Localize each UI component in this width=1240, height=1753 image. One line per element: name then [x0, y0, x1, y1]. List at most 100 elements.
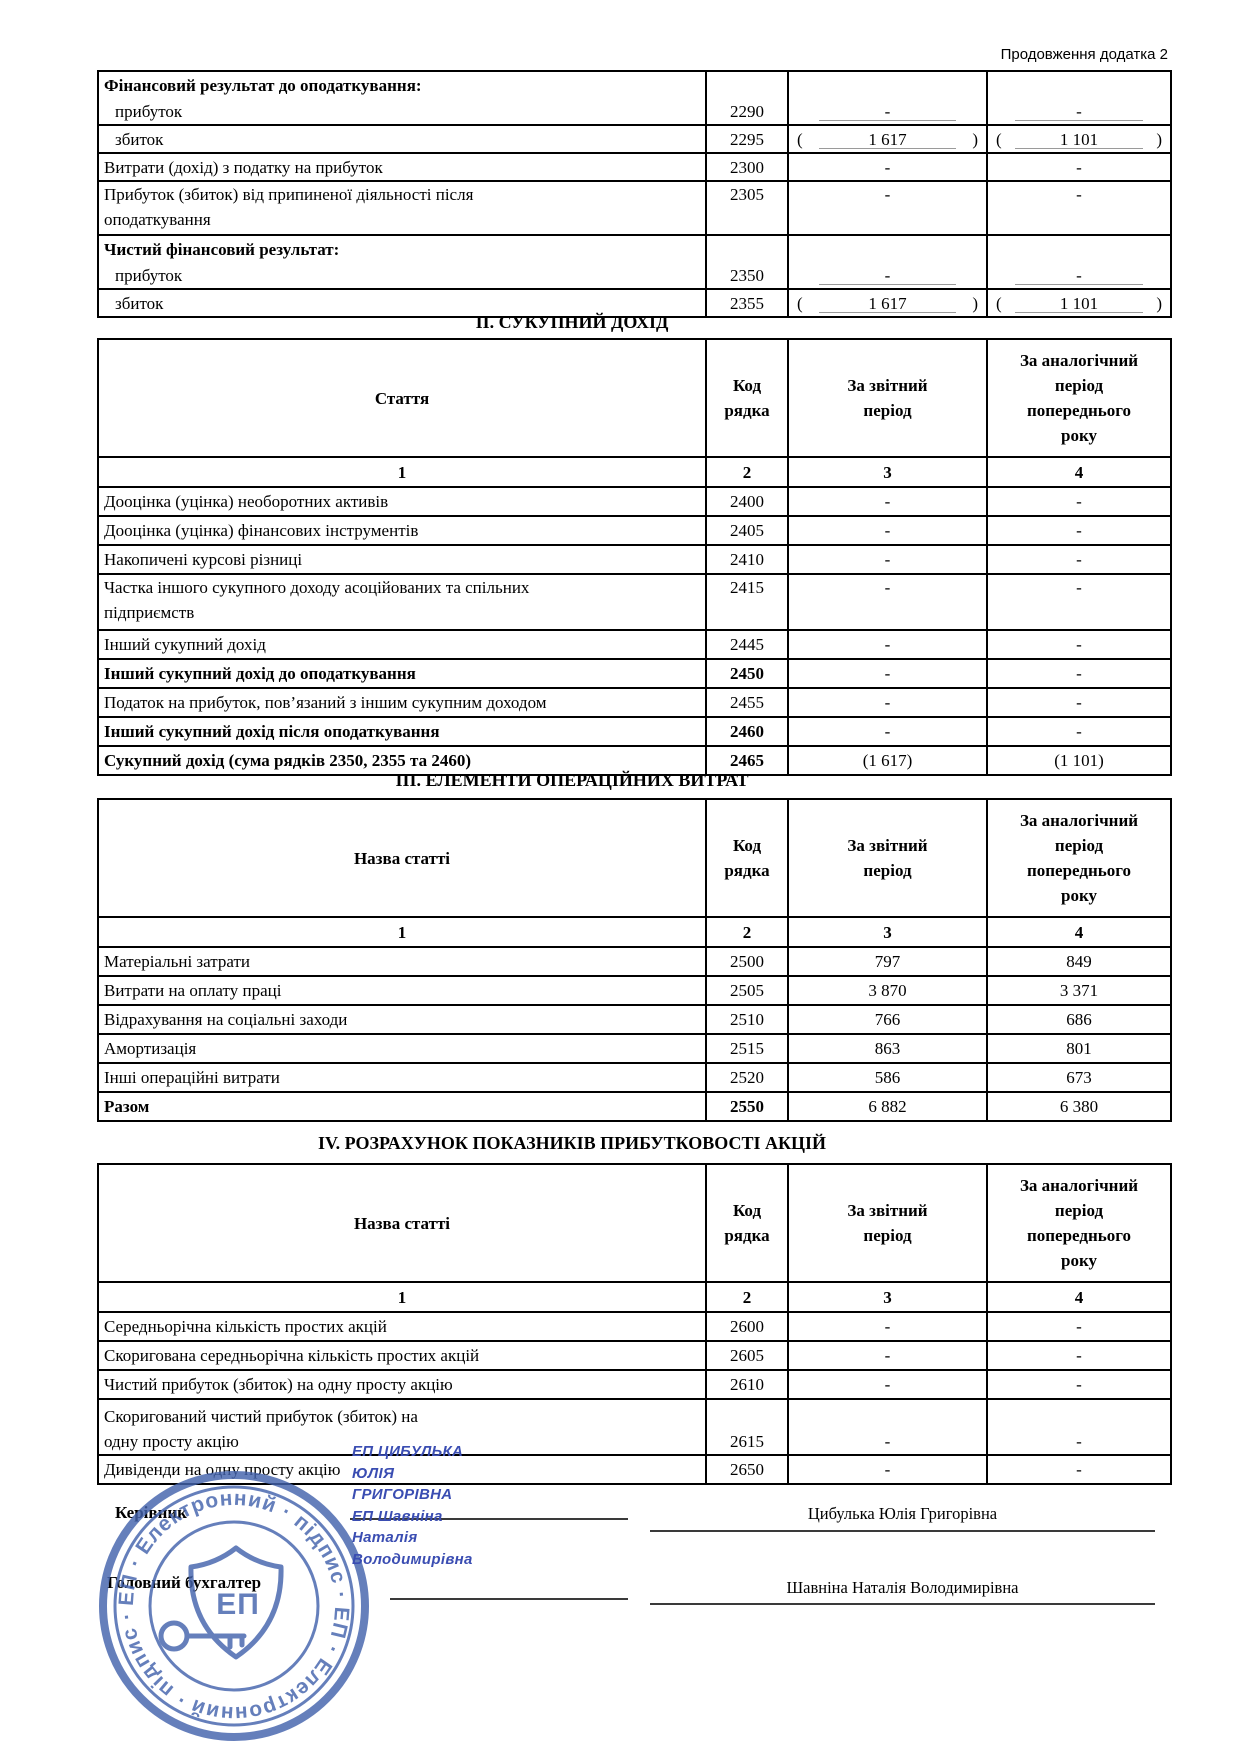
electronic-signature-stamp: ЕП · Електронний · підпис · ЕП · Електро… — [99, 1471, 369, 1741]
cell-value-previous: (1 101) — [986, 288, 1172, 318]
cell-code: 2350 — [705, 262, 789, 290]
cell-value-current: - — [787, 1398, 988, 1456]
cell-value-current: 797 — [787, 946, 988, 977]
cell-value-previous: - — [986, 1340, 1172, 1371]
table-header-row: Назва статті Код рядка За звітний період… — [97, 798, 1172, 918]
director-signature-line-left — [350, 1518, 628, 1520]
cell-code: 2500 — [705, 946, 789, 977]
cell-article: прибуток — [97, 262, 707, 290]
electronic-signature-text: ЕП ЦИБУЛЬКА ЮЛІЯ ГРИГОРІВНА ЕП Шавніна Н… — [352, 1441, 552, 1570]
col-number: 2 — [705, 916, 789, 948]
col-number: 1 — [97, 456, 707, 488]
table-row: Інші операційні витрати 2520 586 673 — [97, 1062, 1172, 1093]
section-title-operating-expenses: ІІІ. ЕЛЕМЕНТИ ОПЕРАЦІЙНИХ ВИТРАТ — [395, 770, 749, 790]
table-row: Фінансовий результат до оподаткування: — [97, 70, 1172, 98]
column-number-row: 1 2 3 4 — [97, 916, 1172, 948]
cell-value-current: 766 — [787, 1004, 988, 1035]
chief-accountant-name: Шавніна Наталія Володимирівна — [786, 1578, 1019, 1597]
cell-article: Відрахування на соціальні заходи — [97, 1004, 707, 1035]
cell-value-current: - — [787, 629, 988, 660]
table-row: Амортизація 2515 863 801 — [97, 1033, 1172, 1064]
cell-code: 2410 — [705, 544, 789, 575]
cell-value-current: 3 870 — [787, 975, 988, 1006]
col-number: 1 — [97, 916, 707, 948]
stamp-shield-icon — [188, 1545, 284, 1660]
cell-code: 2405 — [705, 515, 789, 546]
table-row: Частка іншого сукупного доходу асоційова… — [97, 573, 1172, 631]
cell-article: збиток — [97, 288, 707, 318]
table-row: Матеріальні затрати 2500 797 849 — [97, 946, 1172, 977]
header-current-period: За звітний період — [787, 798, 988, 918]
table-row: Відрахування на соціальні заходи 2510 766 6… — [97, 1004, 1172, 1035]
table-row: Разом 2550 6 882 6 380 — [97, 1091, 1172, 1122]
ep-line: Наталія — [352, 1529, 418, 1546]
cell-code: 2450 — [705, 658, 789, 689]
accountant-signature-line-left — [390, 1598, 628, 1600]
cell-value-current: - — [787, 262, 988, 290]
cell-article: Скоригована середньорічна кількість прос… — [97, 1340, 707, 1371]
cell-value-previous: (1 101) — [986, 124, 1172, 154]
cell-value-previous: 801 — [986, 1033, 1172, 1064]
cell-value-current: - — [787, 1311, 988, 1342]
section-title-share-profitability: IV. РОЗРАХУНОК ПОКАЗНИКІВ ПРИБУТКОВОСТІ … — [317, 1133, 827, 1153]
cell-article: Інші операційні витрати — [97, 1062, 707, 1093]
cell-article: Накопичені курсові різниці — [97, 544, 707, 575]
cell-value-current: - — [787, 573, 988, 631]
cell-value-previous: - — [986, 262, 1172, 290]
cell-article: Чистий фінансовий результат: — [97, 234, 707, 262]
cell-code: 2550 — [705, 1091, 789, 1122]
cell-value-current: (1 617) — [787, 745, 988, 776]
cell-value-current: 863 — [787, 1033, 988, 1064]
section-title-comprehensive-income: ІІ. СУКУПНИЙ ДОХІД — [475, 312, 669, 332]
accountant-signature-line — [650, 1603, 1155, 1605]
col-number: 4 — [986, 916, 1172, 948]
cell-value-current: 6 882 — [787, 1091, 988, 1122]
cell-code: 2290 — [705, 98, 789, 126]
stamp-middle-ring — [113, 1485, 355, 1727]
cell-value-current: - — [787, 1340, 988, 1371]
col-number: 2 — [705, 456, 789, 488]
table-row: Сукупний дохід (сума рядків 2350, 2355 т… — [97, 745, 1172, 776]
cell-code: 2355 — [705, 288, 789, 318]
header-previous-period: За аналогічний період попереднього року — [986, 338, 1172, 458]
cell-value-previous: - — [986, 687, 1172, 718]
cell-value-previous: - — [986, 486, 1172, 517]
cell-article: Інший сукупний дохід до оподаткування — [97, 658, 707, 689]
cell-value-previous: - — [986, 716, 1172, 747]
cell-value-previous: 673 — [986, 1062, 1172, 1093]
cell-article: Скоригований чистий прибуток (збиток) на… — [97, 1398, 707, 1456]
continuation-note: Продовження додатка 2 — [1000, 46, 1168, 63]
cell-value-current: (1 617) — [787, 124, 988, 154]
header-code: Код рядка — [705, 338, 789, 458]
cell-value-previous: - — [986, 515, 1172, 546]
cell-value-current: - — [787, 716, 988, 747]
cell-code: 2400 — [705, 486, 789, 517]
cell-value-previous: - — [986, 658, 1172, 689]
col-number: 2 — [705, 1281, 789, 1313]
cell-value-previous — [986, 234, 1172, 262]
cell-code: 2520 — [705, 1062, 789, 1093]
cell-article: збиток — [97, 124, 707, 154]
cell-article: Інший сукупний дохід — [97, 629, 707, 660]
cell-value-previous: - — [986, 544, 1172, 575]
table-row: Накопичені курсові різниці 2410- - — [97, 544, 1172, 575]
col-number: 4 — [986, 456, 1172, 488]
cell-value-current — [787, 70, 988, 98]
cell-value-previous: 6 380 — [986, 1091, 1172, 1122]
cell-value-current: - — [787, 1454, 988, 1485]
cell-article: Інший сукупний дохід після оподаткування — [97, 716, 707, 747]
cell-article: Фінансовий результат до оподаткування: — [97, 70, 707, 98]
table-header-row: Назва статті Код рядка За звітний період… — [97, 1163, 1172, 1283]
cell-code: 2610 — [705, 1369, 789, 1400]
table-row: Інший сукупний дохід 2445- - — [97, 629, 1172, 660]
cell-value-previous — [986, 70, 1172, 98]
table-row: Дооцінка (уцінка) фінансових інструменті… — [97, 515, 1172, 546]
table-row: збиток 2355(1 617)(1 101) — [97, 288, 1172, 318]
table-row: Витрати на оплату праці 2505 3 870 3 371 — [97, 975, 1172, 1006]
table-row: прибуток 2350- - — [97, 262, 1172, 290]
cell-value-current: - — [787, 152, 988, 182]
col-number: 1 — [97, 1281, 707, 1313]
col-number: 3 — [787, 1281, 988, 1313]
table-row: Витрати (дохід) з податку на прибуток 230… — [97, 152, 1172, 182]
